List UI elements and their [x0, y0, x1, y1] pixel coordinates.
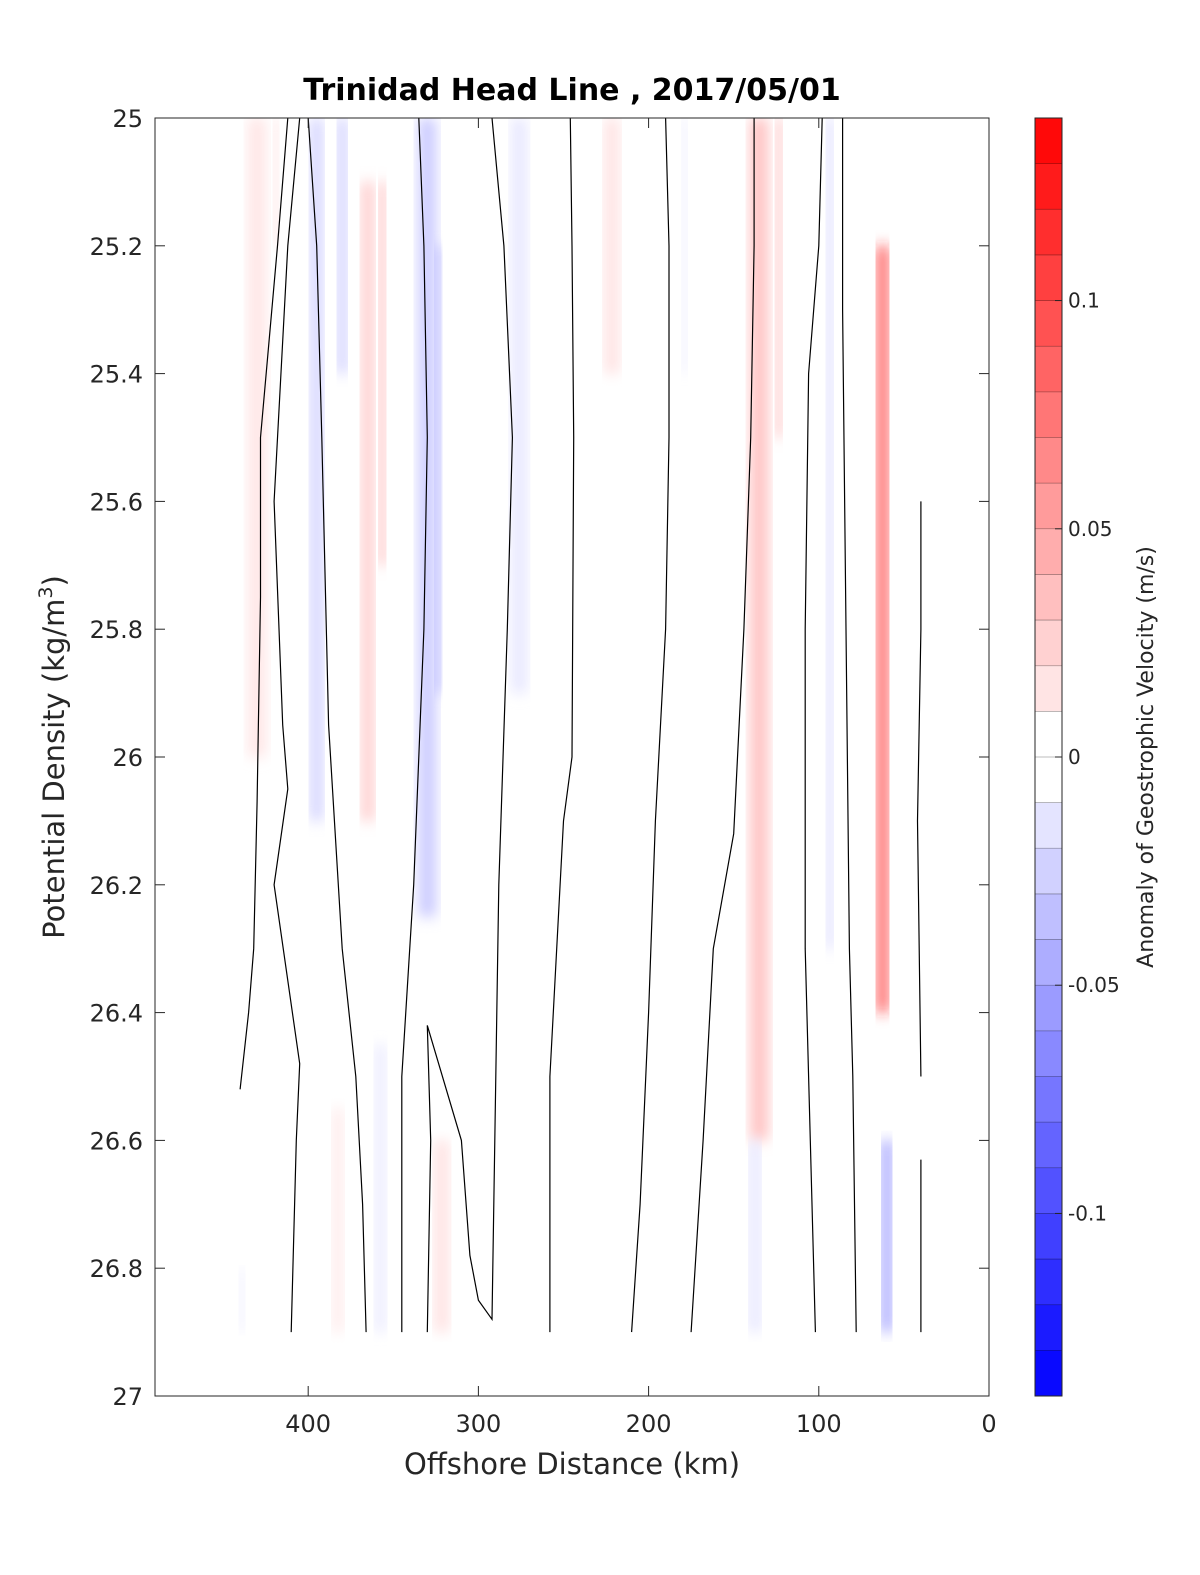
contour-line-10: [916, 501, 922, 1077]
x-tick-label: 200: [626, 1410, 672, 1438]
colorbar-swatch: [1035, 757, 1062, 804]
velocity-band-13: [827, 118, 833, 949]
y-tick-label: 26.8: [90, 1255, 143, 1283]
y-tick-label: 25.2: [90, 233, 143, 261]
colorbar-swatch: [1035, 1167, 1062, 1214]
velocity-band-18: [333, 1108, 343, 1333]
colorbar-swatch: [1035, 1304, 1062, 1351]
contour-line-2: [307, 118, 367, 1333]
velocity-band-14: [878, 245, 887, 1013]
velocity-band-19: [750, 1140, 760, 1333]
contour-line-0: [239, 118, 289, 1090]
y-axis-label-main: Potential Density (kg/m: [37, 599, 71, 939]
y-tick-label: 25.6: [90, 488, 143, 516]
y-tick-label: 26: [112, 744, 143, 772]
colorbar-swatch: [1035, 802, 1062, 849]
x-axis-label: Offshore Distance (km): [404, 1447, 740, 1481]
velocity-band-2: [311, 118, 322, 821]
velocity-band-15: [883, 1140, 891, 1333]
colorbar-tick-label: 0: [1068, 745, 1081, 769]
colorbar-swatch: [1035, 254, 1062, 302]
colorbar-swatch: [1035, 391, 1062, 438]
y-tick-label: 25.4: [90, 361, 143, 389]
contour-line-3: [401, 118, 428, 1333]
x-tick-label: 0: [981, 1410, 996, 1438]
colorbar-swatch: [1035, 985, 1062, 1032]
x-axis: 400 300 200 100 0: [285, 118, 997, 1438]
contour-line-1: [273, 118, 301, 1333]
y-tick-label: 26.6: [90, 1127, 143, 1155]
colorbar-swatch: [1035, 1213, 1062, 1260]
velocity-band-1: [274, 118, 279, 246]
velocity-band-16: [376, 1044, 385, 1333]
colorbar-swatch: [1035, 711, 1062, 758]
velocity-band-10: [682, 118, 687, 374]
y-tick-label: 25.8: [90, 616, 143, 644]
colorbar-swatch: [1035, 483, 1062, 530]
colorbar-swatch: [1035, 893, 1062, 941]
colorbar-swatch: [1035, 300, 1062, 347]
velocity-band-17: [435, 1140, 448, 1333]
colorbar-swatch: [1035, 118, 1062, 165]
y-tick-label: 25: [112, 105, 143, 133]
velocity-band-11: [750, 118, 768, 1141]
colorbar-swatch: [1035, 209, 1062, 256]
velocity-band-5: [379, 181, 385, 566]
velocity-band-9: [606, 118, 618, 374]
colorbar-swatch: [1035, 346, 1062, 393]
velocity-band-20: [240, 1268, 245, 1333]
x-tick-label: 100: [796, 1410, 842, 1438]
contour-line-6: [631, 118, 670, 1333]
velocity-band-12: [776, 118, 782, 438]
y-axis-label-sup: 3: [35, 586, 57, 598]
velocity-band-6: [418, 118, 436, 917]
velocity-band-7: [435, 245, 441, 694]
velocity-band-3: [338, 118, 346, 374]
y-tick-label: 27: [112, 1383, 143, 1411]
colorbar-tick-label: -0.05: [1068, 973, 1120, 997]
colorbar-swatch: [1035, 939, 1062, 986]
colorbar-swatch: [1035, 1122, 1062, 1169]
colorbar-swatch: [1035, 848, 1062, 895]
contour-line-4: [426, 118, 514, 1333]
x-tick-label: 400: [285, 1410, 331, 1438]
velocity-band-0: [248, 118, 266, 757]
y-axis-label: Potential Density (kg/m3): [35, 575, 71, 939]
y-tick-label: 26.2: [90, 872, 143, 900]
colorbar-swatch: [1035, 163, 1062, 210]
x-tick-label: 300: [455, 1410, 501, 1438]
velocity-band-8: [512, 118, 527, 694]
y-axis: 25 25.2 25.4 25.6 25.8 26 26.2 26.4 26.6 26.8 27: [90, 105, 989, 1411]
contour-lines: [239, 118, 922, 1333]
colorbar-swatch: [1035, 665, 1062, 712]
contour-line-5: [549, 118, 575, 1333]
colorbar-swatch: [1035, 620, 1062, 667]
velocity-field: [240, 118, 891, 1333]
colorbar-tick-label: 0.05: [1068, 517, 1113, 541]
velocity-band-4: [362, 181, 373, 821]
colorbar-swatch: [1035, 437, 1062, 484]
colorbar-tick-label: 0.1: [1068, 289, 1100, 313]
y-tick-label: 26.4: [90, 1000, 143, 1028]
colorbar-label: Anomaly of Geostrophic Velocity (m/s): [1134, 546, 1159, 968]
colorbar-tick-label: -0.1: [1068, 1201, 1107, 1225]
contour-line-8: [804, 118, 823, 1333]
colorbar-swatch: [1035, 574, 1062, 621]
y-axis-label-tail: ): [37, 575, 71, 586]
colorbar: [1035, 117, 1062, 1397]
contour-line-9: [842, 118, 857, 1333]
colorbar-ticks: 0.1 0.05 0 -0.05 -0.1: [1055, 289, 1120, 1225]
colorbar-swatch: [1035, 528, 1062, 575]
colorbar-swatch: [1035, 1030, 1062, 1077]
colorbar-swatch: [1035, 1076, 1062, 1123]
colorbar-swatch: [1035, 1350, 1062, 1397]
chart-title: Trinidad Head Line , 2017/05/01: [303, 73, 840, 108]
contour-line-7: [690, 118, 755, 1333]
colorbar-swatch: [1035, 1259, 1062, 1306]
